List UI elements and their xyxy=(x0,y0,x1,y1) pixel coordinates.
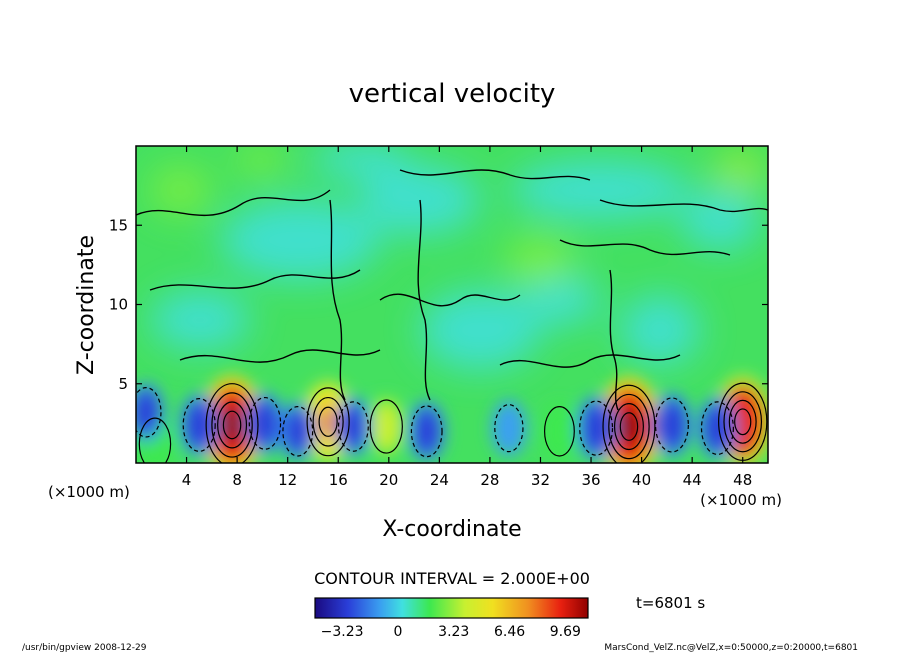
y-tick-label: 10 xyxy=(109,296,128,314)
contour-ring xyxy=(723,391,763,453)
contour-ring xyxy=(543,406,575,457)
contour-ring xyxy=(182,397,216,452)
contour-ring xyxy=(312,396,344,447)
contour-ring xyxy=(602,384,656,463)
colorbar: −3.23 0 3.23 6.46 9.69 xyxy=(314,597,589,640)
x-unit-right: (×1000 m) xyxy=(700,491,782,509)
x-tick-label: 8 xyxy=(232,471,242,489)
updraft-cell xyxy=(371,401,401,452)
contour-interval-label: CONTOUR INTERVAL = 2.000E+00 xyxy=(314,569,590,588)
contour-ring xyxy=(306,387,350,457)
colorbar-label: 0 xyxy=(393,624,402,640)
y-tick-label: 15 xyxy=(109,216,128,234)
x-tick-label: 36 xyxy=(581,471,600,489)
contour-ring xyxy=(337,401,369,452)
x-axis: 4 8 12 16 20 24 28 32 36 40 44 48 xyxy=(182,146,752,489)
y-axis: 5 10 15 xyxy=(109,216,768,393)
contour-ring xyxy=(734,408,752,436)
updraft-cell xyxy=(545,407,573,455)
x-tick-label: 44 xyxy=(683,471,702,489)
cell-contour-rings xyxy=(136,382,768,463)
contour-ring xyxy=(222,410,242,440)
colorbar-label: −3.23 xyxy=(321,624,364,640)
contour-ring xyxy=(138,417,172,463)
x-unit-left: (×1000 m) xyxy=(48,483,130,501)
downdraft-cell xyxy=(412,407,441,456)
time-label: t=6801 s xyxy=(636,594,705,612)
x-tick-label: 24 xyxy=(430,471,449,489)
x-tick-label: 20 xyxy=(379,471,398,489)
colorbar-labels: −3.23 0 3.23 6.46 9.69 xyxy=(321,624,581,640)
x-tick-label: 40 xyxy=(632,471,651,489)
x-axis-label: X-coordinate xyxy=(382,517,521,542)
contour-ring xyxy=(728,399,757,444)
contour-ring xyxy=(205,383,259,463)
contour-ring xyxy=(494,404,524,453)
colorbar-label: 3.23 xyxy=(438,624,469,640)
downdraft-cell xyxy=(496,405,522,451)
contour-ring xyxy=(211,392,253,458)
downdraft-cell xyxy=(657,399,687,451)
contour-ring xyxy=(700,401,734,456)
downdraft-cell xyxy=(284,407,312,455)
x-tick-label: 48 xyxy=(733,471,752,489)
cell-core xyxy=(318,405,338,438)
colorbar-label: 6.46 xyxy=(494,624,525,640)
x-tick-label: 4 xyxy=(182,471,192,489)
contour-lines xyxy=(136,169,768,411)
contour-ring xyxy=(318,406,338,437)
contour-ring xyxy=(619,412,639,441)
field-texture xyxy=(150,146,765,370)
contour-ring xyxy=(613,403,644,451)
contour-ring xyxy=(369,399,403,454)
contour-ring xyxy=(410,405,443,458)
downdraft-cell xyxy=(702,403,732,454)
contour-ring xyxy=(608,393,650,460)
y-axis-label: Z-coordinate xyxy=(74,235,99,375)
colorbar-label: 9.69 xyxy=(550,624,581,640)
x-tick-label: 28 xyxy=(480,471,499,489)
downdraft-cell xyxy=(136,388,160,436)
contour-ring xyxy=(579,400,614,456)
contour-ring xyxy=(217,401,248,449)
contour-ring xyxy=(282,406,314,457)
x-tick-label: 12 xyxy=(278,471,297,489)
colorbar-gradient xyxy=(314,597,589,619)
downdraft-cell xyxy=(250,398,280,448)
footer-right: MarsCond_VelZ.nc@VelZ,x=0:50000,z=0:2000… xyxy=(604,643,858,653)
footer-left: /usr/bin/gpview 2008-12-29 xyxy=(22,643,147,653)
x-tick-label: 16 xyxy=(329,471,348,489)
x-tick-label: 32 xyxy=(531,471,550,489)
contour-ring xyxy=(248,396,282,450)
contour-ring xyxy=(136,387,162,438)
chart-title: vertical velocity xyxy=(349,79,556,109)
downdraft-cell xyxy=(184,399,214,451)
plot-area xyxy=(136,146,768,463)
y-tick-label: 5 xyxy=(118,375,128,393)
